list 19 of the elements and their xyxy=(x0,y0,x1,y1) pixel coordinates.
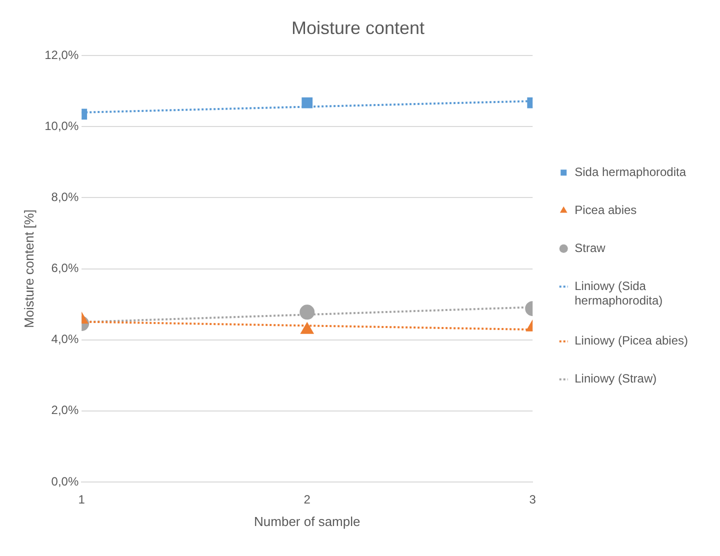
x-axis-title: Number of sample xyxy=(254,514,360,529)
legend-label: Picea abies xyxy=(574,202,637,217)
y-tick-label: 0,0% xyxy=(51,474,79,488)
x-tick-label: 3 xyxy=(529,492,536,507)
chart-title: Moisture content xyxy=(291,18,425,38)
legend-label: Liniowy (Sida hermaphorodita) xyxy=(574,278,663,308)
x-tick-label: 1 xyxy=(78,492,86,507)
y-tick-label: 10,0% xyxy=(44,118,79,133)
x-tick-label: 2 xyxy=(304,492,311,507)
legend-label: Liniowy (Picea abies) xyxy=(574,334,688,348)
legend-label: Liniowy (Straw) xyxy=(574,372,657,386)
y-axis-title: Moisture content [%] xyxy=(21,210,36,328)
y-tick-label: 8,0% xyxy=(51,190,79,204)
legend-label: Sida hermaphorodita xyxy=(574,164,686,179)
y-tick-label: 4,0% xyxy=(51,332,79,346)
y-tick-label: 12,0% xyxy=(44,48,79,62)
y-tick-label: 2,0% xyxy=(51,403,79,418)
y-tick-label: 6,0% xyxy=(51,261,79,276)
legend-label: Straw xyxy=(574,240,606,255)
